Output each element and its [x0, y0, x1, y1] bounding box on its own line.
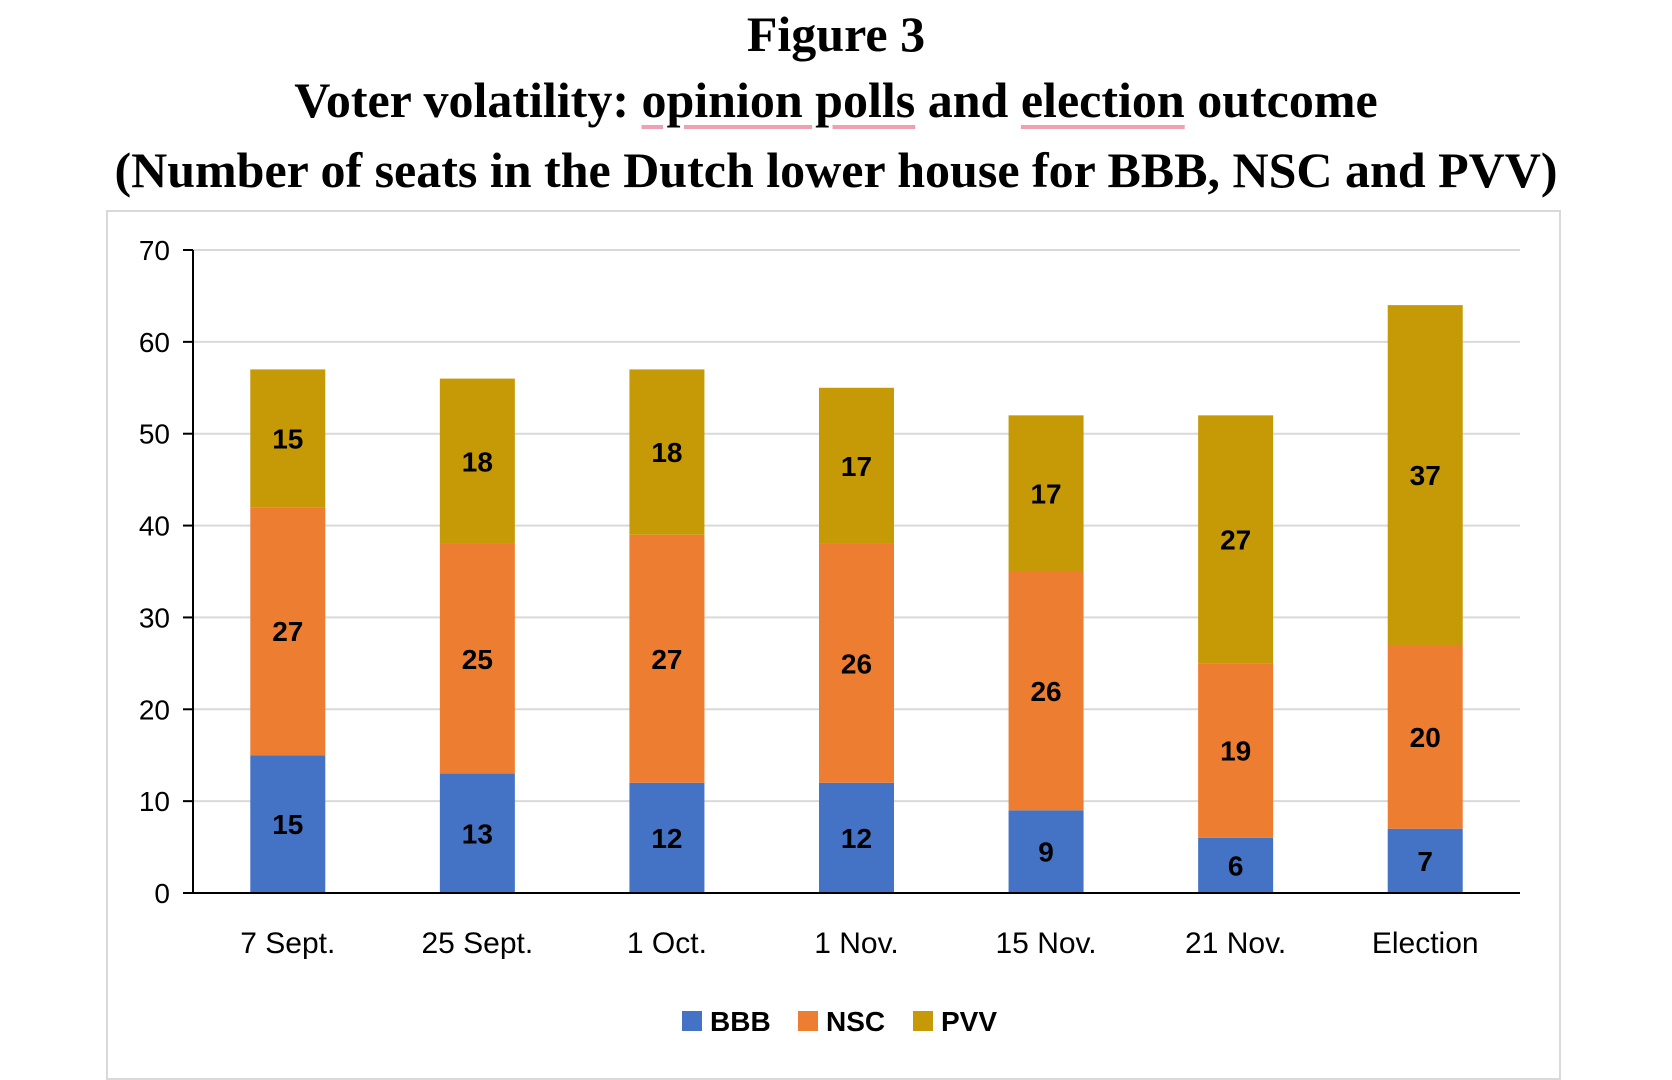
- bar-segment-bbb: [1387, 828, 1463, 893]
- x-tick-label: 15 Nov.: [995, 927, 1096, 960]
- legend-swatch-pvv: [913, 1011, 933, 1031]
- legend-swatch-nsc: [798, 1011, 818, 1031]
- y-tick-label: 60: [139, 327, 170, 358]
- bar-segment-nsc: [819, 543, 894, 783]
- bar-segment-pvv: [439, 378, 515, 544]
- x-tick-label: Election: [1372, 927, 1479, 960]
- data-label: 17: [841, 451, 872, 482]
- bar-segment-bbb: [1198, 837, 1274, 893]
- y-tick-label: 50: [139, 419, 170, 450]
- data-label: 18: [462, 446, 493, 477]
- bar-segment-pvv: [1008, 415, 1084, 572]
- data-label: 6: [1228, 850, 1244, 881]
- data-label: 7: [1417, 846, 1433, 877]
- bar-segment-pvv: [1387, 305, 1463, 645]
- data-label: 15: [272, 809, 303, 840]
- bars: 15 27 15 13 25 18 12 27 18 12 26 17 9 26 17 6 19 27 7 20 37: [250, 305, 1463, 893]
- bar-segment-nsc: [250, 507, 326, 756]
- data-label: 27: [272, 616, 303, 647]
- data-label: 27: [651, 644, 682, 675]
- title-part: outcome: [1184, 72, 1378, 128]
- y-tick-label: 30: [139, 602, 170, 633]
- y-tick-label: 70: [139, 235, 170, 266]
- data-label: 18: [651, 437, 682, 468]
- data-label: 15: [272, 423, 303, 454]
- y-tick-label: 0: [154, 878, 170, 909]
- legend-swatch-bbb: [682, 1011, 702, 1031]
- figure-label: Figure 3: [746, 6, 926, 62]
- data-label: 19: [1220, 736, 1251, 767]
- bar-segment-pvv: [819, 387, 894, 544]
- x-tick-label: 21 Nov.: [1185, 927, 1286, 960]
- data-label: 12: [841, 823, 872, 854]
- bar-segment-bbb: [1008, 810, 1084, 893]
- y-tick-label: 40: [139, 511, 170, 542]
- bar-segment-bbb: [629, 782, 705, 893]
- bar-segment-pvv: [250, 369, 326, 508]
- chart-title: Voter volatility: opinion polls and elec…: [0, 70, 1672, 130]
- x-tick-label: 25 Sept.: [421, 927, 533, 960]
- data-label: 17: [1030, 478, 1061, 509]
- y-tick-label: 10: [139, 786, 170, 817]
- x-tick-label: 1 Oct.: [627, 927, 707, 960]
- bar-segment-bbb: [250, 755, 326, 893]
- data-label: 37: [1410, 460, 1441, 491]
- bar-segment-nsc: [1008, 571, 1084, 811]
- bar-segment-bbb: [819, 782, 894, 893]
- title-part-election: election: [1020, 72, 1185, 128]
- title-part: Voter volatility:: [294, 72, 642, 128]
- bar-segment-bbb: [439, 773, 515, 893]
- legend-label-bbb: BBB: [710, 1006, 771, 1037]
- title-part-opinion-polls: opinion polls: [641, 72, 916, 128]
- bar-segment-pvv: [1198, 415, 1274, 664]
- y-tick-label: 20: [139, 694, 170, 725]
- bar-segment-nsc: [629, 534, 705, 783]
- y-axis: 0 10 20 30 40 50 60 70: [139, 235, 194, 909]
- data-label: 26: [1030, 676, 1061, 707]
- legend-label-pvv: PVV: [941, 1006, 997, 1037]
- x-axis: 7 Sept. 25 Sept. 1 Oct. 1 Nov. 15 Nov. 21 Nov…: [193, 892, 1520, 960]
- bar-segment-nsc: [1387, 644, 1463, 829]
- legend: BBB NSC PVV: [682, 1006, 997, 1037]
- chart-subtitle: (Number of seats in the Dutch lower hous…: [114, 142, 1558, 198]
- data-label: 20: [1410, 722, 1441, 753]
- bar-segment-nsc: [1198, 663, 1274, 838]
- data-label: 13: [462, 818, 493, 849]
- bar-segment-nsc: [439, 543, 515, 774]
- x-tick-label: 1 Nov.: [814, 927, 898, 960]
- data-label: 26: [841, 648, 872, 679]
- data-label: 12: [651, 823, 682, 854]
- legend-label-nsc: NSC: [826, 1006, 885, 1037]
- data-label: 9: [1038, 837, 1054, 868]
- data-label: 27: [1220, 524, 1251, 555]
- bar-segment-pvv: [629, 369, 705, 535]
- x-tick-label: 7 Sept.: [240, 927, 335, 960]
- data-label: 25: [462, 644, 493, 675]
- title-part: and: [915, 72, 1021, 128]
